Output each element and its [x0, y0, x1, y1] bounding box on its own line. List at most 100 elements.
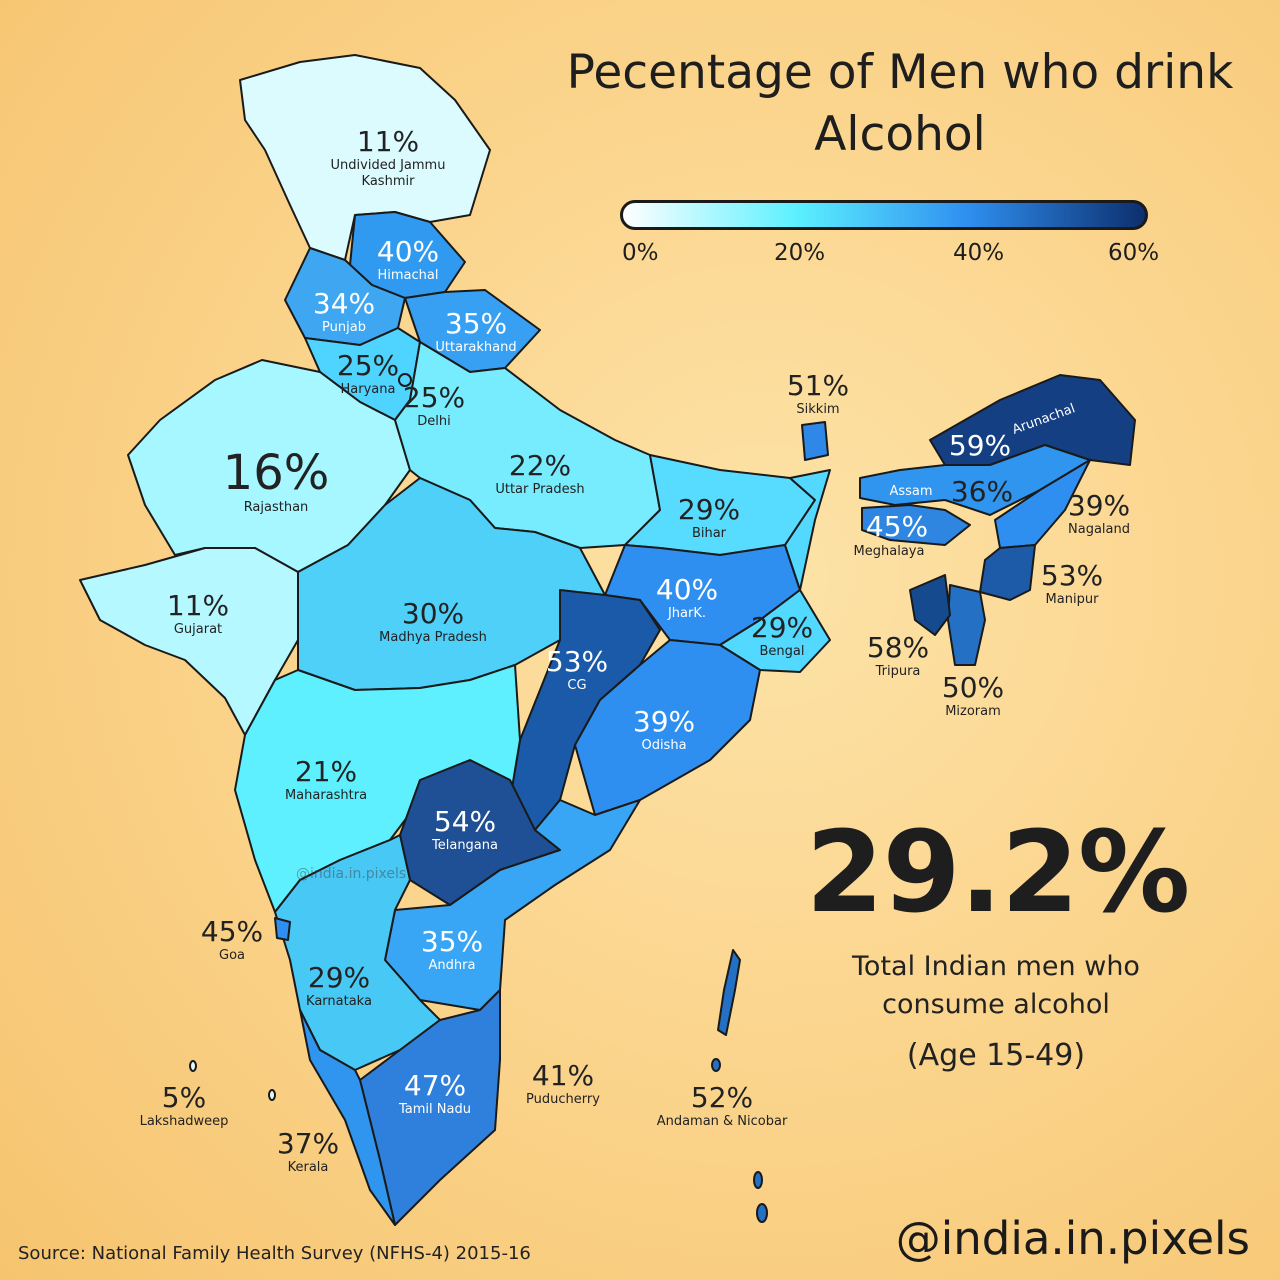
legend-tick: 60%	[1108, 240, 1160, 266]
state-goa	[274, 917, 291, 941]
label-tripura: 58% Tripura	[867, 632, 929, 680]
state-name: JharK.	[667, 606, 707, 621]
label-uttar-pradesh: 22% Uttar Pradesh	[495, 450, 584, 498]
label-tamil-nadu: 47% Tamil Nadu	[399, 1070, 471, 1118]
label-lakshadweep: 5% Lakshadweep	[140, 1082, 229, 1130]
state-meghalaya	[861, 504, 971, 546]
legend-tick: 20%	[774, 240, 826, 266]
state-percentage: 39%	[632, 705, 696, 738]
state-percentage: 11%	[356, 125, 420, 158]
state-name: Uttar Pradesh	[495, 482, 585, 497]
label-assam-name: Assam	[889, 484, 932, 500]
legend-tick: 0%	[622, 240, 659, 266]
state-name: Kerala	[287, 1160, 329, 1175]
state-percentage: 39%	[1067, 489, 1131, 522]
label-jharkhand: 40% JharK.	[656, 574, 718, 622]
state-percentage: 37%	[276, 1127, 340, 1160]
andaman-islands	[717, 949, 741, 1036]
state-kerala	[299, 1009, 396, 1226]
state-percentage: 36%	[950, 475, 1014, 508]
state-percentage: 45%	[200, 915, 264, 948]
state-name: Goa	[218, 948, 245, 963]
state-name: Nagaland	[1068, 522, 1130, 537]
label-nagaland: 39% Nagaland	[1068, 490, 1130, 538]
state-name: Telangana	[432, 838, 498, 853]
state-name: Bihar	[691, 526, 727, 541]
state-name: Maharashtra	[284, 788, 368, 803]
state-name: Gujarat	[173, 622, 223, 637]
state-name: Himachal	[377, 268, 439, 283]
state-name: Manipur	[1045, 592, 1099, 607]
label-sikkim: 51% Sikkim	[787, 370, 849, 418]
map-title: Pecentage of Men who drink Alcohol	[566, 45, 1234, 162]
state-name: Karnataka	[306, 994, 372, 1009]
label-karnataka: 29% Karnataka	[306, 962, 372, 1010]
state-sikkim	[801, 421, 829, 461]
label-manipur: 53% Manipur	[1041, 560, 1103, 608]
lakshadweep-islands	[189, 1060, 197, 1072]
social-handle: @india.in.pixels	[895, 1212, 1250, 1265]
state-name: Odisha	[641, 738, 687, 753]
state-tamil-nadu	[359, 989, 501, 1226]
state-percentage: 53%	[545, 645, 609, 678]
state-percentage: 51%	[786, 369, 850, 402]
label-mizoram: 50% Mizoram	[942, 672, 1004, 720]
state-percentage: 40%	[655, 573, 719, 606]
map-watermark: @india.in.pixels	[296, 866, 407, 882]
state-name: CG	[567, 678, 587, 693]
label-puducherry: 41% Puducherry	[526, 1060, 600, 1108]
label-madhya-pradesh: 30% Madhya Pradesh	[379, 598, 487, 646]
label-delhi: 25% Delhi	[403, 382, 465, 430]
state-name: Puducherry	[526, 1092, 600, 1107]
label-andaman-nicobar: 52% Andaman & Nicobar	[657, 1082, 788, 1130]
state-percentage: 35%	[420, 925, 484, 958]
state-percentage: 40%	[376, 235, 440, 268]
state-name: Madhya Pradesh	[379, 630, 487, 645]
label-himachal: 40% Himachal	[377, 236, 439, 284]
label-bengal: 29% Bengal	[751, 612, 813, 660]
state-percentage: 50%	[941, 671, 1005, 704]
lakshadweep-islands	[268, 1089, 276, 1101]
nicobar-islands	[753, 1171, 763, 1189]
nicobar-islands	[756, 1203, 768, 1223]
state-chhattisgarh	[509, 589, 661, 831]
age-range: (Age 15-49)	[906, 1038, 1086, 1073]
label-kerala: 37% Kerala	[277, 1128, 339, 1176]
color-scale-bar	[620, 200, 1148, 230]
legend-tick: 40%	[953, 240, 1005, 266]
label-chhattisgarh: 53% CG	[546, 646, 608, 694]
state-name: Undivided Jammu Kashmir	[330, 158, 446, 189]
label-telangana: 54% Telangana	[432, 806, 498, 854]
state-percentage: 35%	[444, 307, 508, 340]
state-percentage: 53%	[1040, 559, 1104, 592]
state-tripura	[909, 574, 951, 636]
state-name: Punjab	[322, 320, 366, 335]
state-name: Assam	[889, 484, 933, 499]
state-percentage: 30%	[401, 597, 465, 630]
state-name: Tripura	[875, 664, 921, 679]
label-meghalaya-percentage: 45%	[866, 511, 928, 543]
state-name: Meghalaya	[853, 544, 925, 559]
state-percentage: 45%	[865, 510, 929, 543]
state-name: Andhra	[428, 958, 476, 973]
state-name: Rajasthan	[243, 500, 309, 515]
state-percentage: 54%	[433, 805, 497, 838]
label-meghalaya-name: Meghalaya	[854, 544, 925, 560]
state-percentage: 11%	[166, 589, 230, 622]
state-percentage: 5%	[161, 1081, 207, 1114]
state-percentage: 21%	[294, 755, 358, 788]
label-gujarat: 11% Gujarat	[167, 590, 229, 638]
state-name: Mizoram	[945, 704, 1001, 719]
state-name: Bengal	[759, 644, 805, 659]
source-note: Source: National Family Health Survey (N…	[18, 1243, 531, 1264]
state-percentage: 16%	[222, 445, 330, 501]
label-rajasthan: 16% Rajasthan	[223, 446, 330, 516]
total-caption: Total Indian men who consume alcohol	[852, 951, 1140, 1020]
label-maharashtra: 21% Maharashtra	[285, 756, 367, 804]
state-percentage: 29%	[677, 493, 741, 526]
state-name: Uttarakhand	[435, 340, 517, 355]
label-uttarakhand: 35% Uttarakhand	[435, 308, 516, 356]
state-percentage: 25%	[336, 349, 400, 382]
state-name: Andaman & Nicobar	[656, 1114, 788, 1129]
